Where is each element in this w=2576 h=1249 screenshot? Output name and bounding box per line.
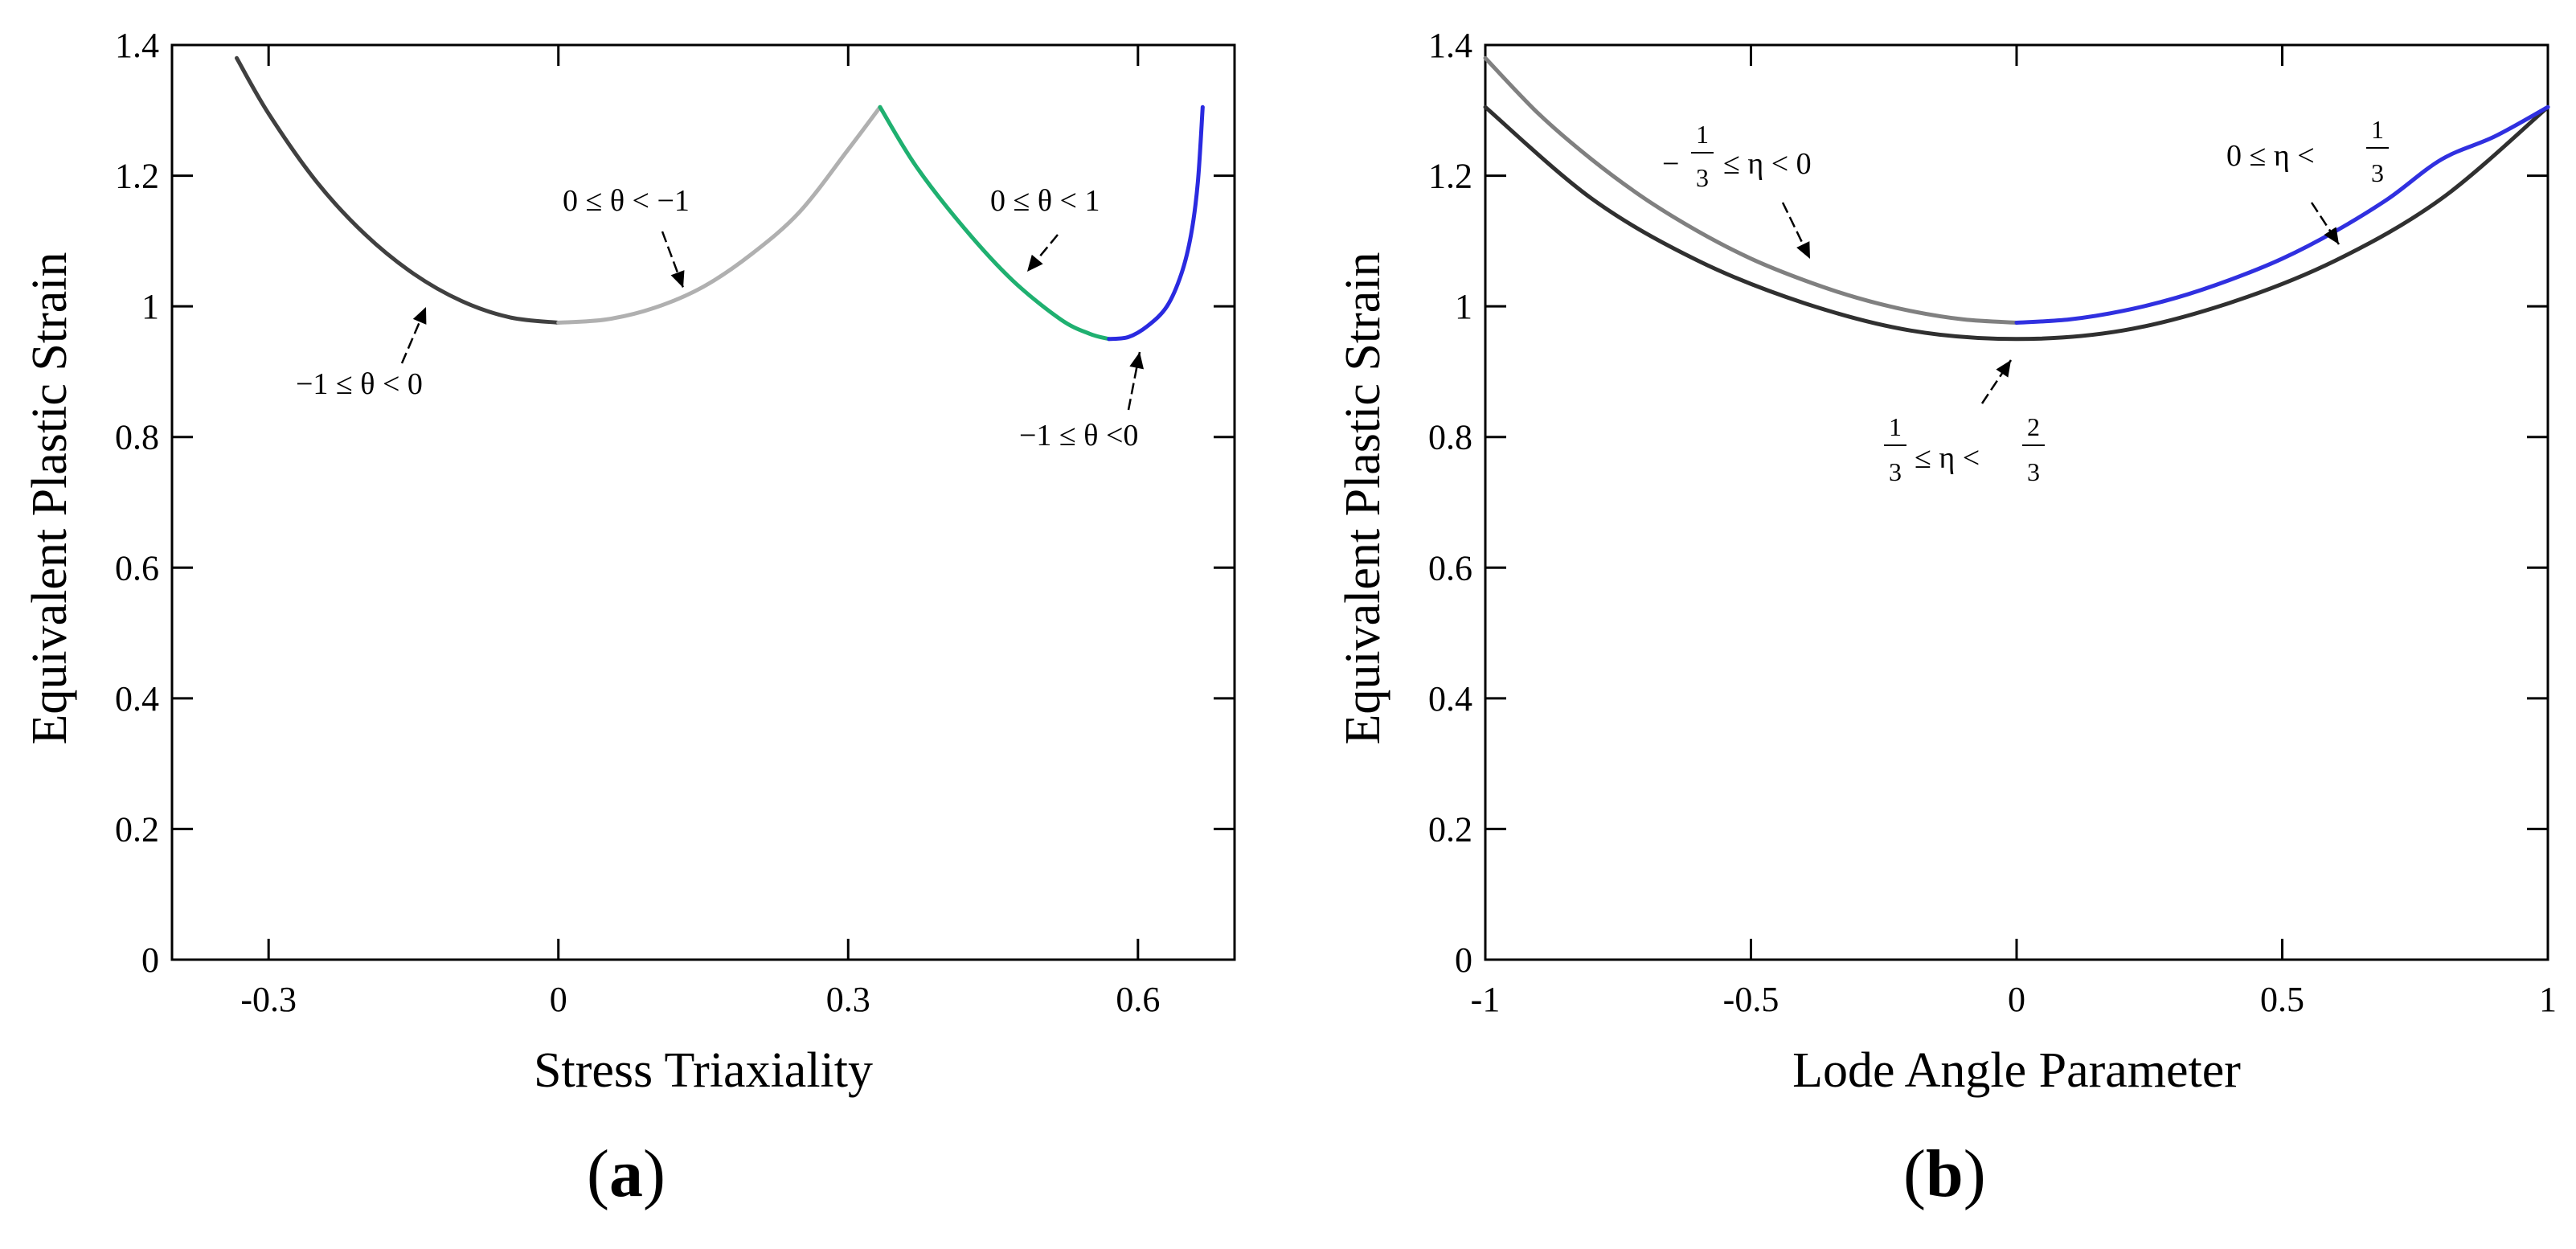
- x-axis-title: Lode Angle Parameter: [1792, 1043, 2241, 1098]
- annotation-label: 0 ≤ θ < 1: [990, 184, 1100, 218]
- series-line: [1107, 104, 1205, 342]
- annotation-arrow: [1980, 359, 2013, 404]
- paren: (: [587, 1136, 609, 1211]
- series-line: [1483, 104, 2550, 342]
- annotation-label: −1 ≤ θ <0: [1019, 419, 1138, 453]
- fraction-denominator: 3: [2027, 457, 2040, 486]
- y-tick-label: 0.6: [1428, 548, 1472, 588]
- arrow-head: [1027, 254, 1043, 272]
- annotation-label: 0 ≤ θ < −1: [563, 184, 690, 218]
- fraction-numerator: 1: [2371, 115, 2384, 144]
- y-tick-label: 0.6: [115, 548, 159, 588]
- annotation-label: 1 3 ≤ η < 2 3: [1884, 412, 2045, 486]
- plot-frame: [170, 43, 1236, 961]
- y-tick-label: 1: [1455, 287, 1472, 326]
- series-line: [235, 55, 561, 325]
- fraction-numerator: 1: [1889, 412, 1902, 441]
- panel-b: 0 0.2 0.4 0.6 0.8 1 1.2 1.4 -1 -0.5 0 0.5 1 Lode An…: [1336, 26, 2557, 1211]
- y-axis-title: Equivalent Plastic Strain: [1336, 252, 1390, 744]
- y-tick-label: 0.2: [1428, 809, 1472, 849]
- annotation-text: ≤ η < 0: [1723, 147, 1812, 181]
- series-line: [556, 104, 883, 325]
- y-tick-label: 1.4: [1428, 26, 1472, 65]
- paren: ): [643, 1136, 666, 1211]
- annotation-text: −: [1662, 147, 1679, 181]
- series-line: [2014, 104, 2550, 325]
- paren: (: [1903, 1136, 1926, 1211]
- plot-frame: [1484, 43, 2549, 961]
- y-tick-label: 1.2: [1428, 157, 1472, 196]
- x-tick-label: 0.6: [1116, 980, 1160, 1019]
- arrow-head: [2324, 227, 2339, 244]
- y-tick-label: 0.4: [115, 679, 159, 719]
- panel-letter: a: [609, 1136, 643, 1211]
- x-tick-label: -0.3: [240, 980, 297, 1019]
- x-tick-label: 0.5: [2260, 980, 2304, 1019]
- y-tick-label: 0.8: [115, 418, 159, 457]
- annotation-label: 0 ≤ η < 1 3: [2226, 115, 2389, 187]
- panel-a: 0 0.2 0.4 0.6 0.8 1 1.2 1.4 -0.3 0 0.3 0.6 Stress …: [23, 26, 1236, 1211]
- y-tick-label: 1.4: [115, 26, 159, 65]
- x-tick-label: 1: [2539, 980, 2557, 1019]
- x-tick-label: 0: [2008, 980, 2025, 1019]
- fraction-denominator: 3: [2371, 158, 2384, 187]
- y-tick-label: 0: [141, 940, 159, 980]
- panel-label: (a): [587, 1136, 666, 1211]
- fraction-denominator: 3: [1696, 163, 1709, 192]
- y-tick-label: 0.8: [1428, 418, 1472, 457]
- series-line: [878, 104, 1112, 342]
- x-axis-title: Stress Triaxiality: [534, 1043, 873, 1098]
- fraction-numerator: 1: [1696, 120, 1709, 149]
- panel-letter: b: [1926, 1136, 1964, 1211]
- x-tick-label: -1: [1471, 980, 1501, 1019]
- x-tick-label: 0.3: [826, 980, 870, 1019]
- y-tick-label: 0.4: [1428, 679, 1472, 719]
- series-line: [1483, 55, 2019, 325]
- y-tick-label: 0: [1455, 940, 1472, 980]
- arrow-head: [1129, 352, 1145, 370]
- y-axis-title: Equivalent Plastic Strain: [23, 252, 77, 744]
- annotation-label: − 1 3 ≤ η < 0: [1662, 120, 1812, 192]
- x-tick-label: -0.5: [1723, 980, 1779, 1019]
- x-tick-label: 0: [550, 980, 567, 1019]
- arrow-head: [1796, 241, 1810, 259]
- panel-label: (b): [1903, 1136, 1986, 1211]
- arrow-head: [1996, 360, 2011, 378]
- y-tick-label: 0.2: [115, 809, 159, 849]
- arrow-head: [670, 270, 685, 288]
- annotation-text: ≤ η <: [1915, 441, 1980, 475]
- annotation-label: −1 ≤ θ < 0: [296, 367, 423, 401]
- fraction-denominator: 3: [1889, 457, 1902, 486]
- y-tick-label: 1: [141, 287, 159, 326]
- arrow-head: [412, 307, 427, 325]
- y-tick-label: 1.2: [115, 157, 159, 196]
- paren: ): [1964, 1136, 1986, 1211]
- fraction-numerator: 2: [2027, 412, 2040, 441]
- annotation-text: 0 ≤ η <: [2226, 139, 2315, 173]
